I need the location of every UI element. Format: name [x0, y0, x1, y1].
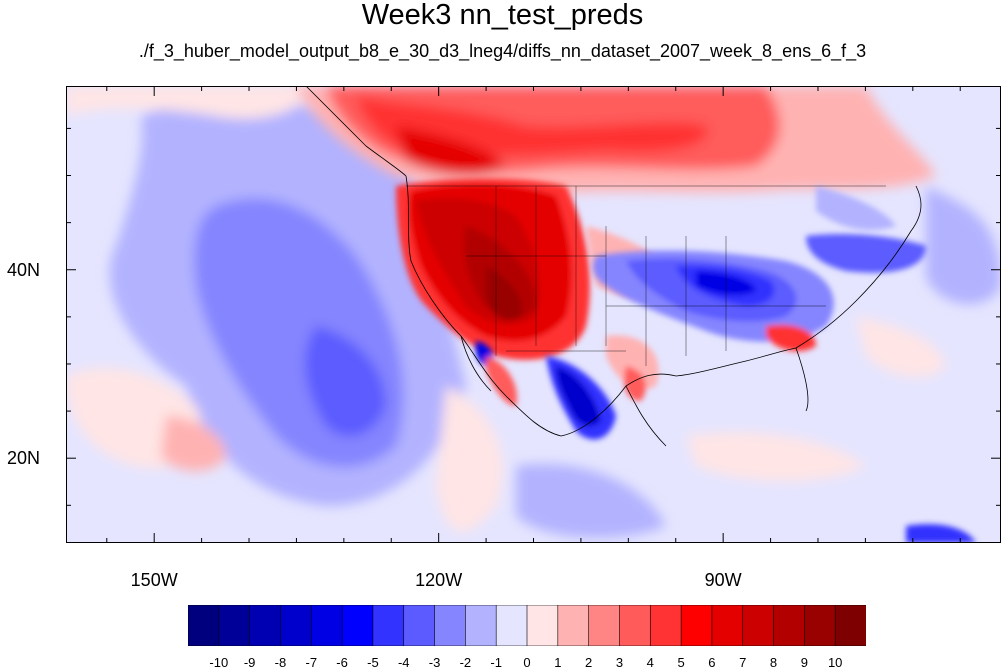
colorbar-swatch — [280, 604, 313, 647]
x-tick-label-150w: 150W — [130, 570, 178, 590]
colorbar-swatch — [218, 604, 251, 647]
colorbar-swatch — [403, 604, 436, 647]
colorbar-label: 7 — [739, 655, 747, 670]
colorbar-label: -1 — [490, 655, 502, 670]
axis-ticks — [66, 86, 1001, 543]
colorbar-swatch — [711, 604, 744, 647]
colorbar-swatch — [187, 604, 220, 647]
colorbar-label: 1 — [554, 655, 562, 670]
x-tick-label-90w: 90W — [704, 570, 742, 590]
colorbar-swatch — [680, 604, 713, 647]
colorbar-label: 3 — [615, 655, 624, 670]
anomaly-field — [66, 86, 1001, 543]
colorbar-swatch — [465, 604, 497, 647]
colorbar-labels: -10 -9 -8 -7 -6 -5 -4 -3 -2 -1 0 1 2 3 4 5 6 7 8 9 10 — [0, 655, 1005, 671]
colorbar-label: -5 — [367, 655, 379, 670]
colorbar — [187, 604, 867, 647]
colorbar-swatch — [249, 604, 282, 647]
colorbar-swatch — [557, 604, 590, 647]
colorbar-label: 8 — [769, 655, 778, 670]
colorbar-swatch — [434, 604, 467, 647]
colorbar-swatch — [372, 604, 405, 647]
map-plot-area — [66, 86, 1001, 543]
map-title: Week3 nn_test_preds — [361, 0, 644, 31]
colorbar-swatch — [341, 604, 374, 647]
colorbar-swatch — [588, 604, 621, 647]
colorbar-swatch — [310, 604, 343, 647]
colorbar-swatch — [619, 604, 652, 647]
colorbar-label: -4 — [397, 655, 410, 670]
map-subtitle: ./f_3_huber_model_output_b8_e_30_d3_lneg… — [138, 41, 867, 61]
colorbar-swatch — [649, 604, 682, 647]
colorbar-label: -6 — [336, 655, 348, 670]
colorbar-label: 4 — [646, 655, 654, 670]
colorbar-swatch — [834, 604, 867, 647]
colorbar-label: -9 — [243, 655, 256, 670]
colorbar-label: -7 — [305, 655, 318, 670]
colorbar-swatch — [526, 604, 559, 647]
y-tick-label-40n: 40N — [6, 259, 40, 280]
colorbar-label: 6 — [708, 655, 716, 670]
coastlines — [305, 86, 922, 447]
colorbar-label: 5 — [677, 655, 685, 670]
colorbar-label: 10 — [827, 655, 843, 670]
colorbar-swatch — [495, 604, 528, 647]
colorbar-label: -8 — [274, 655, 287, 670]
colorbar-swatch — [804, 604, 836, 647]
colorbar-label: 0 — [523, 655, 531, 670]
colorbar-label: -10 — [209, 655, 229, 670]
colorbar-label: 2 — [585, 655, 593, 670]
colorbar-swatch — [742, 604, 775, 647]
colorbar-swatch — [773, 604, 806, 647]
y-tick-label-20n: 20N — [6, 448, 40, 469]
colorbar-label: -2 — [459, 655, 472, 670]
borders — [406, 185, 886, 366]
colorbar-label: 9 — [800, 655, 808, 670]
colorbar-label: -3 — [428, 655, 441, 670]
x-tick-label-120w: 120W — [415, 570, 463, 590]
